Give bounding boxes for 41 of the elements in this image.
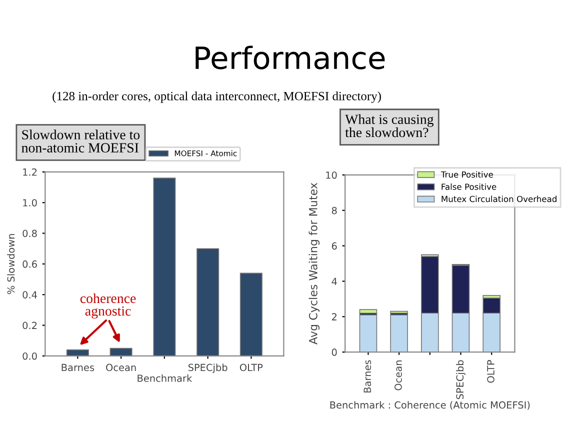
y-axis-title: % Slowdown — [7, 234, 15, 294]
x-tick-label: OLTP — [487, 360, 494, 383]
y-tick-label: 0.2 — [22, 322, 37, 330]
x-tick-label: OLTP — [240, 364, 263, 372]
bar — [359, 309, 378, 314]
bar — [66, 349, 89, 356]
legend-label: True Positive — [440, 171, 493, 178]
y-tick-label: 0.8 — [22, 230, 37, 238]
x-tick-label: Ocean — [106, 364, 136, 372]
y-tick-label: 2 — [332, 313, 336, 320]
y-tick-label: 0.4 — [22, 291, 37, 298]
y-tick-label: 1.2 — [23, 168, 37, 176]
x-tick-label: SPECjbb — [456, 360, 466, 400]
y-tick-label: 0.6 — [22, 260, 37, 268]
y-tick-label: 0.0 — [22, 352, 37, 360]
x-axis-title: Benchmark : Coherence (Atomic MOEFSI) — [330, 401, 530, 410]
y-tick-label: 8 — [332, 206, 337, 214]
bar — [153, 178, 176, 356]
y-tick-label: 0 — [332, 348, 337, 356]
bar — [359, 314, 378, 352]
x-tick-label: SPECjbb — [188, 364, 228, 374]
text: What is causing the slowdown? — [345, 114, 434, 138]
x-tick-label: Barnes — [62, 364, 94, 372]
text: Slowdown relative to non-atomic MOEFSI — [22, 130, 140, 153]
y-tick-label: 10 — [326, 171, 337, 179]
y-tick-label: 1.0 — [23, 199, 37, 206]
x-tick-label: Ocean — [394, 360, 402, 390]
y-tick-label: 4 — [332, 278, 337, 285]
x-axis-title: Benchmark — [138, 374, 192, 382]
bar — [390, 314, 408, 352]
legend-label: False Positive — [442, 183, 496, 190]
chart-subtitle: (128 in-order cores, optical data interconnect, MOEFSI directory) — [52, 92, 381, 103]
bar — [196, 248, 220, 356]
annotation: coherence agnostic — [80, 293, 136, 319]
bar — [110, 348, 132, 356]
legend-label: Mutex Circulation Overhead — [442, 196, 556, 202]
x-tick-label: Barnes — [364, 360, 372, 392]
y-tick-label: 6 — [332, 242, 337, 250]
bar — [240, 272, 262, 356]
chart-title: Performance — [196, 46, 385, 70]
y-axis-title: Avg Cycles Waiting for Mutex — [308, 182, 320, 344]
